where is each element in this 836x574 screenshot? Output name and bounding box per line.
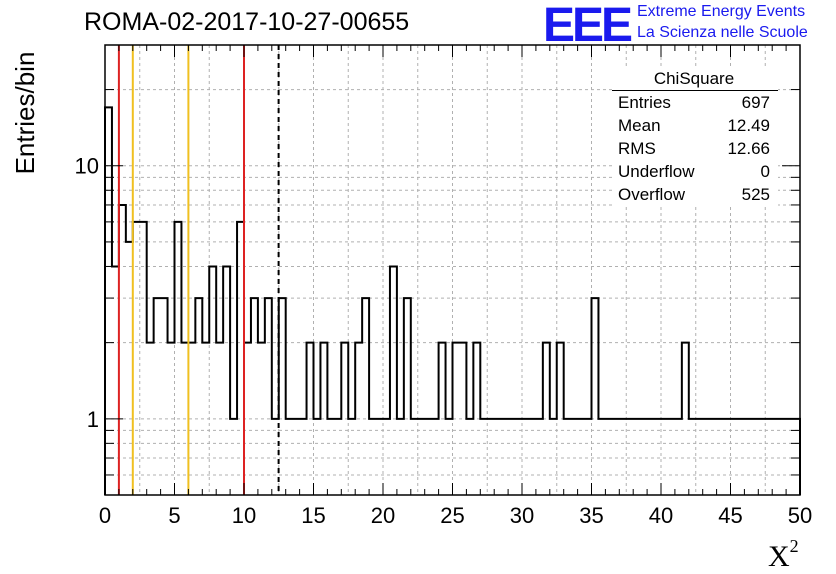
x-tick-label: 30 [510, 503, 534, 528]
logo-line-2: La Scienza nelle Scuole [637, 24, 808, 41]
x-tick-label: 35 [579, 503, 603, 528]
stats-box: ChiSquare Entries 697 Mean 12.49 RMS 12.66 … [612, 68, 778, 206]
stats-value: 12.66 [727, 139, 770, 158]
stats-value: 0 [760, 162, 770, 181]
x-axis-label: X2 [768, 536, 799, 574]
x-tick-label: 50 [788, 503, 812, 528]
y-tick-label: 10 [75, 154, 99, 179]
stats-label: RMS [618, 139, 656, 158]
stats-label: Entries [618, 93, 671, 112]
x-tick-label: 5 [168, 503, 180, 528]
stats-row-overflow: Overflow 525 [612, 183, 778, 206]
x-tick-label: 15 [301, 503, 325, 528]
x-tick-label: 45 [718, 503, 742, 528]
stats-value: 525 [741, 185, 770, 204]
stats-label: Mean [618, 116, 661, 135]
x-axis-label-text: X [768, 540, 790, 573]
x-tick-label: 20 [371, 503, 395, 528]
x-tick-label: 25 [440, 503, 464, 528]
stats-label: Overflow [618, 185, 686, 204]
x-axis-label-superscript: 2 [789, 536, 799, 556]
stats-row-entries: Entries 697 [612, 91, 778, 114]
x-tick-label: 0 [99, 503, 111, 528]
x-tick-label: 10 [232, 503, 256, 528]
stats-row-rms: RMS 12.66 [612, 137, 778, 160]
stats-row-mean: Mean 12.49 [612, 114, 778, 137]
stats-value: 697 [741, 93, 770, 112]
y-axis-label: Entries/bin [10, 51, 40, 175]
x-tick-label: 40 [649, 503, 673, 528]
stats-label: Underflow [618, 162, 695, 181]
histogram-series [104, 106, 801, 495]
stats-value: 12.49 [727, 116, 770, 135]
stats-row-underflow: Underflow 0 [612, 160, 778, 183]
stats-title: ChiSquare [612, 68, 778, 91]
y-tick-label: 1 [87, 407, 99, 432]
chart-title: ROMA-02-2017-10-27-00655 [84, 8, 410, 36]
logo-line-1: Extreme Energy Events [637, 3, 806, 20]
eee-logo: EEE [543, 0, 633, 52]
